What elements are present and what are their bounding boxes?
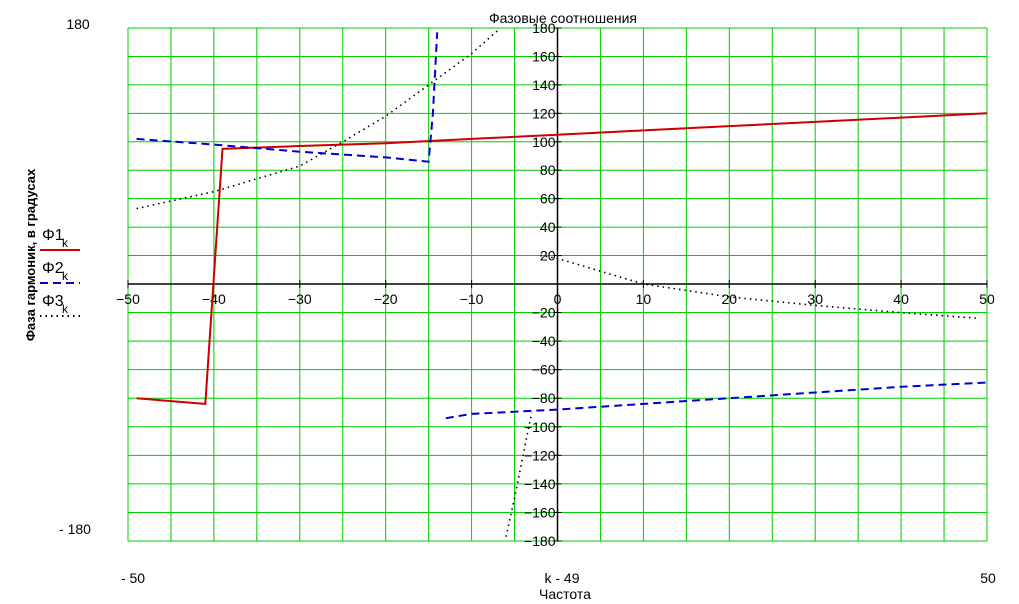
x-max-label: 50 [980,570,996,586]
legend-label-3: Φ3 [42,293,64,310]
series-1-line [136,112,988,405]
plot-axes [127,27,988,542]
x-tick-label: −30 [288,291,312,307]
series-3-line [540,254,979,320]
y-tick-label: −40 [532,333,556,349]
x-tick-label: 10 [636,291,652,307]
x-index-label: k - 49 [544,570,579,586]
x-axis-label: Частота [539,586,591,602]
legend-label-2: Φ2 [42,260,64,277]
y-tick-label: −80 [532,390,556,406]
y-tick-label: 160 [532,48,556,64]
y-tick-label: 60 [540,191,556,207]
chart-title: Фазовые соотношения [489,10,637,26]
x-tick-labels: −50 −40 −30 −20 −10 0 10 20 30 40 50 [116,291,995,307]
y-tick-label: −140 [524,476,556,492]
y-tick-label: 140 [532,77,556,93]
series-2-line [136,32,439,163]
series-2-line [445,381,988,420]
y-tick-label: 20 [540,248,556,264]
y-max-label: 180 [66,16,90,32]
x-tick-label: 30 [807,291,823,307]
series-lines [136,30,988,537]
legend-subscript-2: k [62,269,69,283]
y-tick-label: 100 [532,134,556,150]
y-tick-label: 120 [532,105,556,121]
y-tick-label: −20 [532,305,556,321]
series-3-line [505,412,533,537]
y-axis-label: Фаза гармоник, в градусах [23,168,38,341]
x-tick-label: −10 [460,291,484,307]
x-tick-label: −20 [374,291,398,307]
y-tick-label: −160 [524,504,556,520]
series-3-line [136,30,498,210]
y-tick-label: −60 [532,362,556,378]
x-tick-label: 20 [722,291,738,307]
x-tick-label: −40 [202,291,226,307]
y-tick-labels: 180 160 140 120 100 80 60 40 20 −20 −40 −60 −80 −100 −… [524,20,556,549]
y-tick-label: −180 [524,533,556,549]
x-tick-label: −50 [116,291,140,307]
y-tick-label: −120 [524,447,556,463]
legend-subscript-3: k [62,302,69,316]
y-min-label: - 180 [59,521,91,537]
y-tick-label: 40 [540,219,556,235]
y-tick-label: −100 [524,419,556,435]
y-tick-label: 180 [532,20,556,36]
y-tick-label: 80 [540,162,556,178]
x-tick-label: 0 [554,291,562,307]
x-tick-label: 40 [893,291,909,307]
legend-subscript-1: k [62,236,69,250]
legend-label-1: Φ1 [42,227,64,244]
x-min-label: - 50 [121,570,145,586]
x-tick-label: 50 [979,291,995,307]
